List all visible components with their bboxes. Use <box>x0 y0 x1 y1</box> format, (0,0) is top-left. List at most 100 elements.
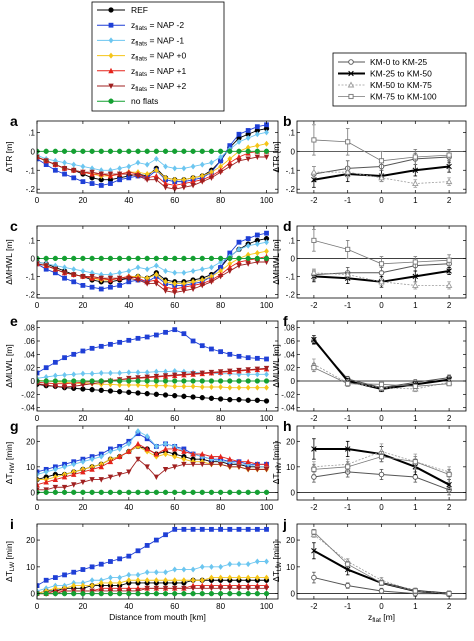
data-point <box>172 186 178 193</box>
data-point <box>163 268 168 274</box>
data-point <box>378 454 385 460</box>
x-tick-label: -2 <box>310 503 318 512</box>
y-tick-label: -.1 <box>26 272 36 281</box>
y-tick-label: -.2 <box>286 290 296 299</box>
data-point <box>208 461 215 468</box>
data-point <box>254 241 260 247</box>
data-point <box>117 177 123 183</box>
data-point <box>190 371 196 377</box>
data-point <box>71 378 77 384</box>
data-point <box>43 489 49 495</box>
data-point <box>98 453 104 460</box>
data-point <box>217 453 224 460</box>
data-point <box>98 148 104 154</box>
y-tick-label: 10 <box>286 563 295 572</box>
x-tick-label: 60 <box>170 414 179 423</box>
data-point <box>162 284 169 290</box>
data-point <box>236 464 242 470</box>
data-point <box>345 561 351 567</box>
series-no-flats <box>37 590 270 597</box>
data-point <box>126 382 132 388</box>
data-point <box>172 577 178 584</box>
data-point <box>190 338 196 344</box>
data-point <box>108 448 113 455</box>
data-point <box>153 281 160 287</box>
data-point <box>172 464 178 470</box>
data-point <box>190 394 196 400</box>
y-axis-label: ΔMLWL [m] <box>271 344 281 387</box>
data-point <box>264 384 269 391</box>
data-point <box>71 351 77 357</box>
data-point <box>126 175 132 181</box>
x-tick-label: -1 <box>344 196 352 205</box>
data-point <box>236 585 242 592</box>
data-point <box>446 591 452 597</box>
data-point <box>117 339 123 345</box>
y-axis-label: ΔMLWL [m] <box>4 344 14 387</box>
data-point <box>163 174 168 181</box>
panel-i: 0 10 20 0 20 40 60 80 100 i ΔTLW [min] Distance fro… <box>4 516 279 622</box>
data-point <box>254 466 261 473</box>
data-point <box>144 266 150 273</box>
data-point <box>254 378 260 384</box>
data-point <box>135 335 141 341</box>
data-point <box>199 451 205 457</box>
data-point <box>89 577 95 584</box>
data-point <box>208 369 215 376</box>
data-point <box>37 469 40 475</box>
data-point <box>37 471 40 478</box>
data-point <box>254 590 260 597</box>
data-point <box>190 255 196 262</box>
data-point <box>89 370 95 377</box>
data-point <box>181 288 187 294</box>
data-point <box>43 382 49 388</box>
legend-marker <box>108 22 114 28</box>
data-point <box>217 148 224 154</box>
data-point <box>62 463 67 470</box>
data-point <box>254 371 260 378</box>
data-point <box>52 162 59 168</box>
data-point <box>227 159 233 166</box>
data-point <box>172 489 178 495</box>
data-point <box>236 378 242 384</box>
y-tick-label: 0 <box>291 590 296 599</box>
data-point <box>89 274 95 280</box>
data-point <box>245 255 251 262</box>
data-point <box>98 255 104 262</box>
data-point <box>245 355 251 361</box>
series-km-75-to-km-100 <box>311 229 452 272</box>
panel-e: -.04 -.02 0 .02 .04 .06 .08 0 20 40 60 80 100 e ΔMLWL … <box>4 313 279 423</box>
data-point <box>218 349 224 355</box>
data-point <box>254 255 260 262</box>
data-point <box>43 577 49 583</box>
data-point <box>236 239 242 245</box>
data-point <box>126 440 132 447</box>
data-point <box>245 371 251 378</box>
data-point <box>98 286 104 292</box>
data-point <box>345 246 351 252</box>
data-point <box>80 567 86 572</box>
legend-item: zflats = NAP -1 <box>97 35 184 47</box>
data-point <box>208 453 215 460</box>
data-point <box>254 366 261 372</box>
data-point <box>135 382 141 388</box>
x-tick-label: 2 <box>447 301 452 310</box>
data-point <box>199 384 205 390</box>
data-point <box>378 278 385 285</box>
data-point <box>199 585 205 592</box>
data-point <box>98 171 104 178</box>
data-point <box>62 171 67 177</box>
data-point <box>107 255 114 262</box>
data-point <box>126 148 132 154</box>
data-point <box>190 489 196 495</box>
x-tick-label: 80 <box>216 196 225 205</box>
data-point <box>172 453 178 460</box>
data-point <box>62 572 67 578</box>
data-point <box>135 264 141 271</box>
axes-frame <box>36 225 279 299</box>
data-point <box>52 590 59 597</box>
series-line <box>37 329 267 374</box>
x-tick-label: 0 <box>379 196 384 205</box>
data-point <box>181 284 187 290</box>
data-point <box>162 184 169 191</box>
